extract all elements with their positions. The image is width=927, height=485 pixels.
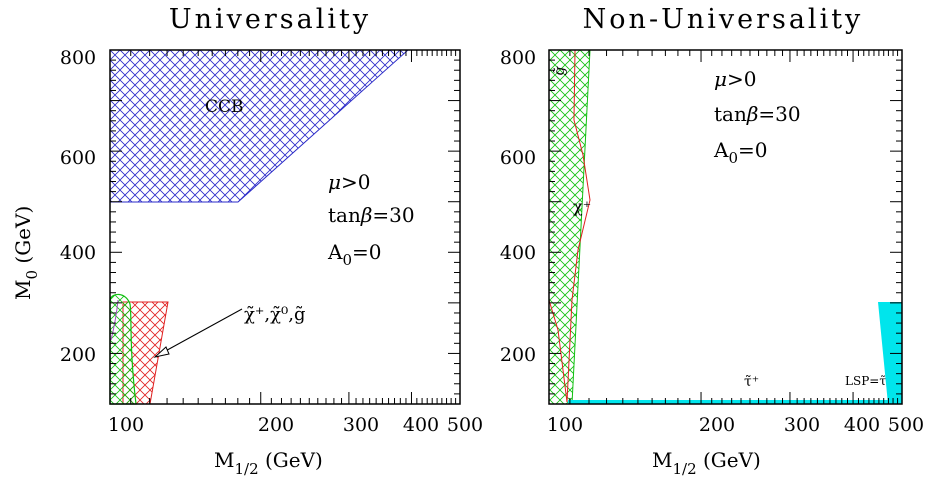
right-y-tick-200: 200 [500, 344, 536, 366]
left-plot-frame [109, 49, 461, 405]
left-title: Universality [169, 4, 371, 35]
left-region-green [109, 293, 137, 405]
left-x-tick-200: 200 [258, 414, 294, 436]
right-y-tick-800: 800 [500, 47, 536, 69]
left-label-ccb: CCB [205, 97, 244, 117]
right-label-gluino: g̃ [551, 65, 568, 77]
right-title: Non-Universality [583, 4, 864, 35]
right-plot-frame [548, 49, 903, 405]
left-x-axis-label: M1/2 (GeV) [214, 448, 323, 478]
left-ticks [109, 49, 461, 405]
left-panel: Universality 800 600 400 200 100 200 300… [11, 4, 483, 478]
right-region-chargino-edge [566, 49, 591, 403]
left-x-tick-400: 400 [403, 414, 439, 436]
left-arrow-head [153, 346, 170, 358]
right-panel: Non-Universality 800 600 400 200 100 200… [500, 4, 924, 478]
left-y-tick-600: 600 [60, 147, 96, 169]
left-param-tanbeta: tanβ=30 [328, 203, 415, 227]
right-label-stau: τ̃⁺ [744, 374, 759, 390]
right-x-axis-label: M1/2 (GeV) [652, 448, 761, 478]
left-y-axis-label: M0 (GeV) [11, 206, 41, 300]
right-param-a0: A0=0 [713, 138, 767, 167]
left-param-a0: A0=0 [327, 240, 381, 269]
right-label-lsp-stau: LSP=τ̃ [845, 374, 886, 388]
left-x-tick-300: 300 [343, 414, 379, 436]
right-region-chargino-lower-edge [548, 299, 568, 403]
right-label-chargino: χ⁺ [573, 197, 591, 216]
right-y-tick-600: 600 [500, 147, 536, 169]
right-param-mu: μ>0 [714, 67, 756, 91]
right-x-tick-100: 100 [547, 414, 583, 436]
left-arrow-line [159, 308, 243, 355]
right-x-tick-300: 300 [784, 414, 820, 436]
left-y-tick-200: 200 [60, 344, 96, 366]
right-x-tick-400: 400 [844, 414, 880, 436]
right-x-tick-200: 200 [699, 414, 735, 436]
left-label-chargino: χ̃⁺,χ̃⁰,g̃ [244, 304, 306, 325]
left-param-mu: μ>0 [328, 170, 370, 194]
right-y-tick-400: 400 [500, 242, 536, 264]
right-ticks [548, 49, 903, 405]
right-x-tick-500: 500 [888, 414, 924, 436]
right-param-tanbeta: tanβ=30 [714, 102, 801, 126]
left-y-tick-400: 400 [60, 242, 96, 264]
right-region-stau-band [568, 400, 902, 404]
left-x-tick-100: 100 [108, 414, 144, 436]
left-x-tick-500: 500 [447, 414, 483, 436]
left-y-tick-800: 800 [60, 47, 96, 69]
